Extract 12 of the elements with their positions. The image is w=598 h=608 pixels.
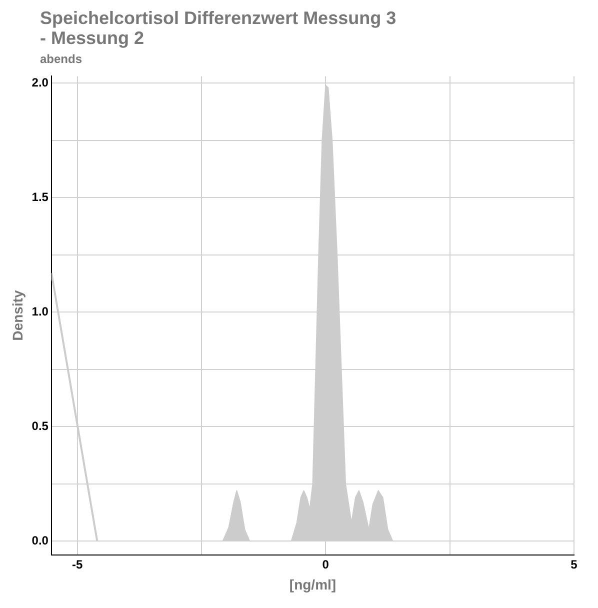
x-tick-label: 5 xyxy=(570,557,578,572)
y-tick-label: 2.0 xyxy=(32,75,49,90)
y-tick-label: 1.5 xyxy=(32,190,49,204)
y-axis-title: Density xyxy=(9,290,26,341)
chart-subtitle: abends xyxy=(40,52,84,66)
x-axis-title: [ng/ml] xyxy=(289,576,336,592)
y-tick-label: 0.0 xyxy=(32,533,49,548)
chart-title: Speichelcortisol Differenzwert Messung 3 - Messung 2 xyxy=(40,8,398,48)
y-tick-label: 0.5 xyxy=(32,418,49,433)
y-tick-label: 1.0 xyxy=(32,304,49,318)
x-tick-label: -5 xyxy=(72,557,83,572)
x-tick-label: 0 xyxy=(322,557,330,572)
